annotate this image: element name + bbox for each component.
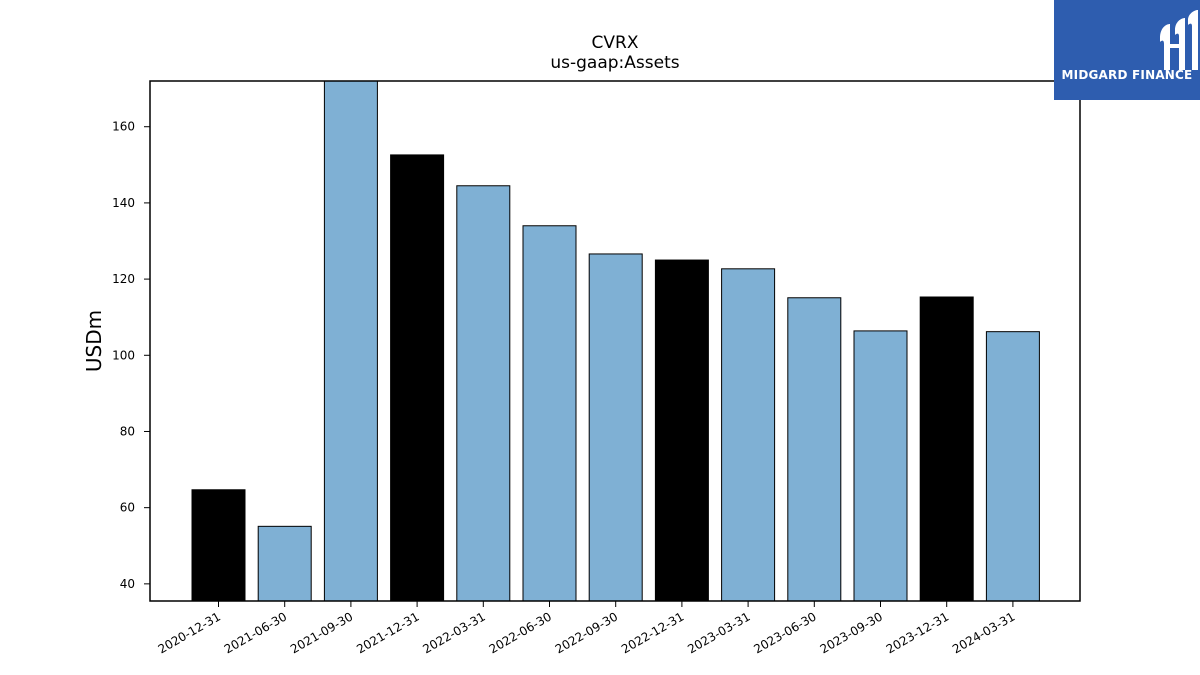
bar-2022-12-31 xyxy=(654,259,709,602)
x-tick-label: 2020-12-31 xyxy=(156,609,223,656)
y-tick-label: 100 xyxy=(112,348,135,362)
y-axis: 40 60 80 100 120 140 160 xyxy=(112,120,150,591)
bar-2023-12-31 xyxy=(919,296,974,602)
x-tick-label: 2023-12-31 xyxy=(884,609,951,656)
x-tick-label: 2021-06-30 xyxy=(222,609,289,656)
x-tick-label: 2023-09-30 xyxy=(818,609,885,656)
x-tick-label: 2022-06-30 xyxy=(487,609,554,656)
bars-group xyxy=(191,80,1040,602)
plot-frame xyxy=(149,80,1081,602)
chart-subtitle: us-gaap:Assets xyxy=(550,53,679,73)
x-tick-label: 2021-12-31 xyxy=(354,609,421,656)
bar-2022-09-30 xyxy=(588,253,643,602)
bar-2023-03-31 xyxy=(721,268,776,602)
logo-mark-icon xyxy=(1160,10,1198,70)
x-tick-label: 2022-09-30 xyxy=(553,609,620,656)
bar-2021-12-31 xyxy=(390,154,445,602)
x-tick-label: 2023-06-30 xyxy=(751,609,818,656)
midgard-finance-logo: MIDGARD FINANCE xyxy=(1054,0,1200,100)
logo-text: MIDGARD FINANCE xyxy=(1061,68,1193,82)
x-axis: 2020-12-312021-06-302021-09-302021-12-31… xyxy=(156,601,1017,656)
bar-2022-03-31 xyxy=(456,185,511,602)
x-tick-label: 2022-03-31 xyxy=(420,609,487,656)
chart-title: CVRX xyxy=(592,33,639,53)
bar-2021-06-30 xyxy=(257,525,312,602)
y-tick-label: 160 xyxy=(112,120,135,134)
bar-2022-06-30 xyxy=(522,225,577,602)
bar-2024-03-31 xyxy=(985,331,1040,602)
x-tick-label: 2023-03-31 xyxy=(685,609,752,656)
y-tick-label: 40 xyxy=(120,577,135,591)
x-tick-label: 2021-09-30 xyxy=(288,609,355,656)
bar-2023-06-30 xyxy=(787,297,842,602)
x-tick-label: 2022-12-31 xyxy=(619,609,686,656)
bar-2020-12-31 xyxy=(191,489,246,602)
bar-2023-09-30 xyxy=(853,330,908,602)
x-tick-label: 2024-03-31 xyxy=(950,609,1017,656)
y-axis-label: USDm xyxy=(82,310,106,372)
y-tick-label: 120 xyxy=(112,272,135,286)
y-tick-label: 140 xyxy=(112,196,135,210)
y-tick-label: 60 xyxy=(120,501,135,515)
bar-2021-09-30 xyxy=(323,80,378,602)
y-tick-label: 80 xyxy=(120,424,135,438)
